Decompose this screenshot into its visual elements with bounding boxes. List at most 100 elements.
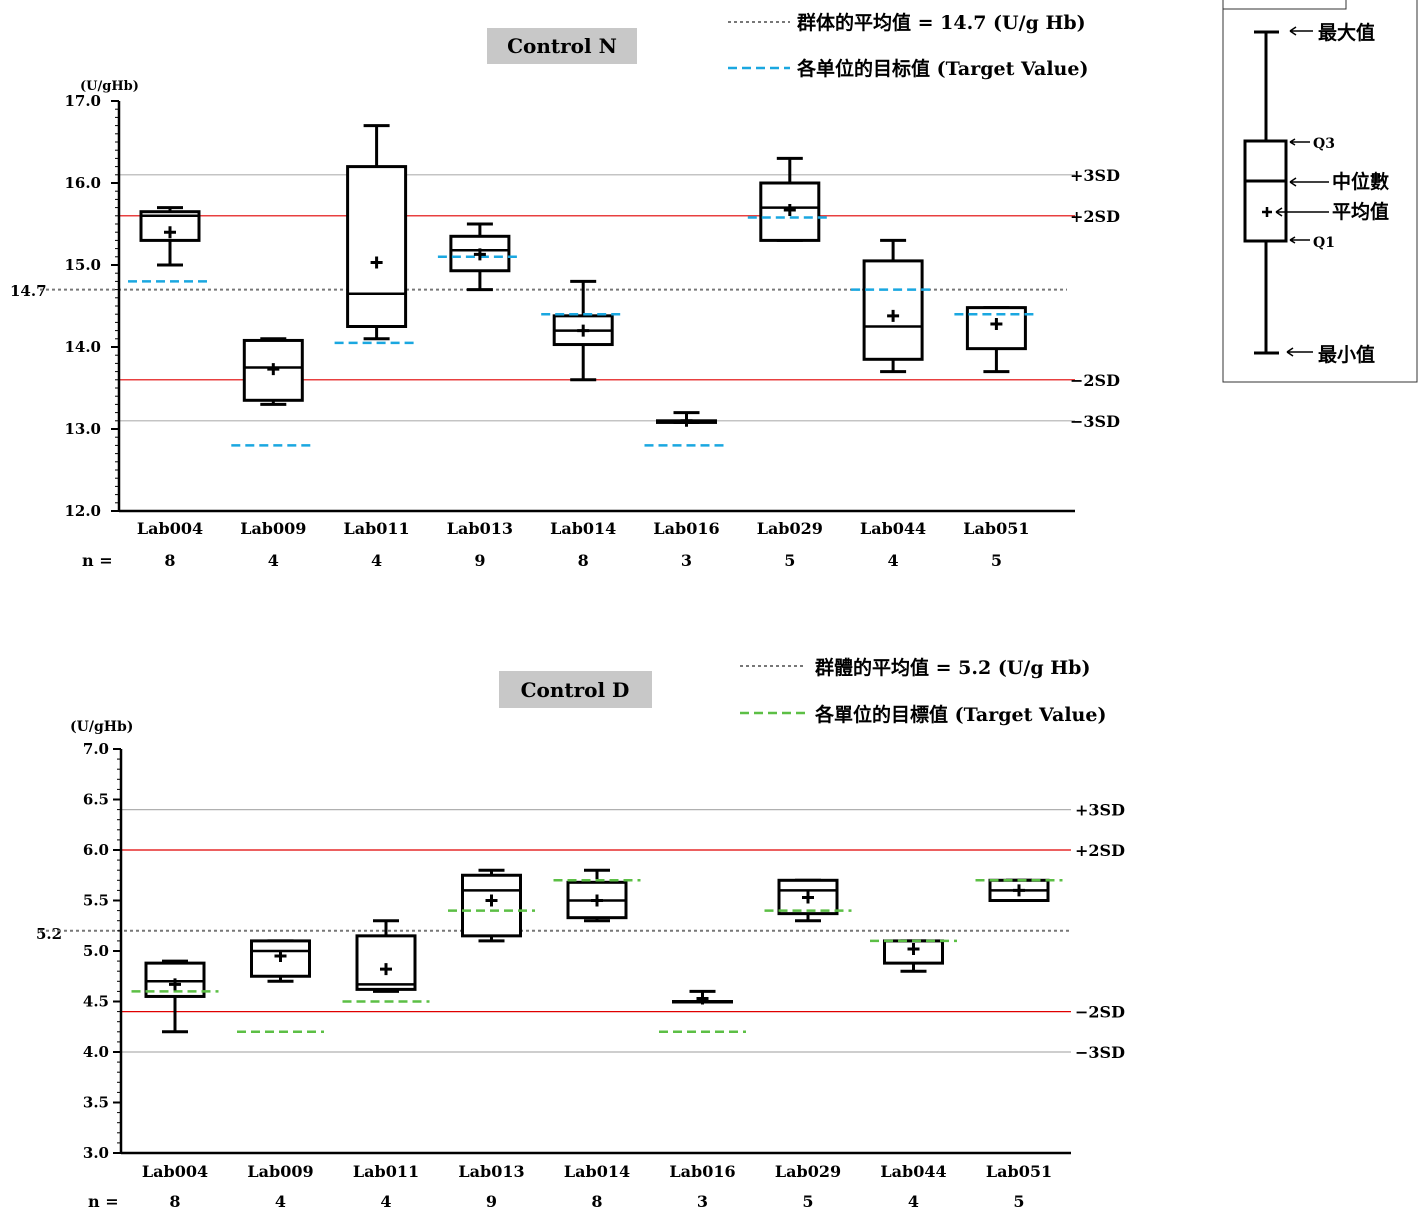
mean-marker bbox=[887, 309, 900, 322]
chart-n-box-Lab011 bbox=[334, 124, 419, 345]
chart-d-y-tick-label-1: 3.5 bbox=[83, 1094, 109, 1112]
iqr-box bbox=[346, 165, 408, 328]
chart-d-box-Lab016 bbox=[659, 989, 746, 1034]
chart-n-x-label-1: Lab009 bbox=[240, 519, 306, 538]
chart-d-n-value-3: 9 bbox=[486, 1192, 497, 1209]
chart-d-title: Control D bbox=[521, 678, 630, 702]
chart-d-box-Lab029 bbox=[764, 878, 852, 923]
chart-d-n-value-5: 3 bbox=[697, 1192, 708, 1209]
chart-n-legend-mean-label: 群体的平均值 = 14.7 (U/g Hb) bbox=[796, 11, 1086, 34]
iqr-box bbox=[355, 934, 417, 991]
chart-n: Control N (U/gHb) 群体的平均值 = 14.7 (U/g Hb)… bbox=[10, 11, 1120, 570]
chart-d-x-label-3: Lab013 bbox=[458, 1162, 524, 1181]
mean-marker bbox=[274, 950, 287, 963]
chart-d-box-Lab044 bbox=[870, 939, 957, 973]
chart-d-x-label-0: Lab004 bbox=[142, 1162, 208, 1181]
chart-d-n-value-7: 4 bbox=[908, 1192, 919, 1209]
mean-marker bbox=[169, 978, 181, 991]
chart-n-n-value-1: 4 bbox=[268, 551, 279, 570]
chart-n-y-tick-label-5: 17.0 bbox=[64, 92, 101, 110]
chart-d-x-label-5: Lab016 bbox=[669, 1162, 735, 1181]
chart-n-y-tick-label-0: 12.0 bbox=[64, 502, 101, 520]
chart-d-x-label-7: Lab044 bbox=[880, 1162, 946, 1181]
chart-d-mean-value-label: 5.2 bbox=[36, 925, 62, 943]
chart-n-ref-label-1: +2SD bbox=[1070, 207, 1120, 226]
box-key-min-label: 最小值 bbox=[1318, 343, 1375, 366]
mean-marker bbox=[164, 226, 176, 239]
mean-marker bbox=[696, 992, 709, 1005]
chart-d: Control D (U/gHb) 群體的平均值 = 5.2 (U/g Hb) … bbox=[36, 656, 1125, 1209]
chart-n-box-Lab044 bbox=[851, 238, 936, 374]
chart-n-x-label-0: Lab004 bbox=[137, 519, 203, 538]
box-key-median-label: 中位數 bbox=[1332, 170, 1389, 193]
chart-n-x-label-5: Lab016 bbox=[653, 519, 719, 538]
chart-d-n-value-1: 4 bbox=[275, 1192, 286, 1209]
chart-d-legend-mean-label: 群體的平均值 = 5.2 (U/g Hb) bbox=[814, 656, 1090, 679]
mean-marker bbox=[680, 414, 693, 427]
chart-d-y-tick-label-3: 4.5 bbox=[83, 993, 109, 1011]
chart-d-n-value-8: 5 bbox=[1013, 1192, 1024, 1209]
mean-marker bbox=[370, 256, 383, 269]
chart-n-plot: +3SD +2SD −2SD −3SD 12.0 13.0 14.0 15.0 16.0 17.0… bbox=[40, 92, 1120, 570]
mean-marker bbox=[267, 363, 280, 376]
chart-n-n-value-4: 8 bbox=[578, 551, 589, 570]
chart-d-n-label: n = bbox=[88, 1192, 119, 1209]
box-key-tab bbox=[1222, 0, 1347, 10]
chart-n-n-value-0: 8 bbox=[164, 551, 175, 570]
box-plot-key: 最大值 Q3 中位數 平均值 Q1 最小值 bbox=[1222, 0, 1418, 383]
chart-d-x-label-4: Lab014 bbox=[564, 1162, 630, 1181]
chart-d-n-value-0: 8 bbox=[169, 1192, 180, 1209]
mean-marker bbox=[485, 894, 498, 907]
chart-n-unit-label: (U/gHb) bbox=[80, 79, 139, 94]
chart-d-n-value-6: 5 bbox=[802, 1192, 813, 1209]
box-key-q3-arrow bbox=[1289, 138, 1310, 146]
mean-marker bbox=[1013, 884, 1025, 897]
chart-d-y-tick-label-8: 7.0 bbox=[83, 740, 109, 758]
chart-n-y-tick-label-3: 15.0 bbox=[64, 256, 101, 274]
chart-n-n-value-5: 3 bbox=[681, 551, 692, 570]
chart-n-title: Control N bbox=[507, 34, 617, 58]
mean-marker bbox=[907, 942, 920, 955]
chart-d-n-value-4: 8 bbox=[591, 1192, 602, 1209]
iqr-box bbox=[242, 338, 304, 402]
mean-marker bbox=[473, 248, 486, 261]
box-key-mean-arrow bbox=[1275, 207, 1329, 217]
chart-n-ref-label-2: −2SD bbox=[1070, 371, 1120, 390]
chart-n-y-tick-label-2: 14.0 bbox=[64, 338, 101, 356]
chart-d-legend-target-label: 各單位的目標值 (Target Value) bbox=[814, 703, 1106, 726]
chart-n-mean-value-label: 14.7 bbox=[10, 282, 47, 300]
chart-n-n-value-2: 4 bbox=[371, 551, 382, 570]
chart-d-box-Lab014 bbox=[553, 868, 641, 923]
mean-marker bbox=[783, 204, 796, 217]
box-key-median-arrow bbox=[1289, 177, 1329, 187]
mean-marker bbox=[990, 318, 1003, 331]
chart-d-x-label-6: Lab029 bbox=[775, 1162, 841, 1181]
chart-n-x-label-6: Lab029 bbox=[757, 519, 823, 538]
chart-d-ref-label-2: −2SD bbox=[1075, 1003, 1125, 1022]
box-key-mean-marker bbox=[1262, 207, 1272, 217]
box-key-min-arrow bbox=[1286, 347, 1313, 357]
box-key-max-arrow bbox=[1289, 26, 1313, 36]
chart-n-n-value-3: 9 bbox=[474, 551, 485, 570]
chart-n-x-label-4: Lab014 bbox=[550, 519, 616, 538]
chart-d-unit-label: (U/gHb) bbox=[70, 719, 133, 735]
mean-marker bbox=[591, 894, 603, 907]
chart-d-box-Lab013 bbox=[448, 868, 535, 943]
mean-marker bbox=[577, 324, 590, 337]
box-key-q3-label: Q3 bbox=[1313, 136, 1335, 152]
chart-n-x-label-8: Lab051 bbox=[963, 519, 1029, 538]
chart-d-ref-label-1: +2SD bbox=[1075, 841, 1125, 860]
chart-n-legend-target-label: 各单位的目标值 (Target Value) bbox=[796, 57, 1088, 80]
chart-d-box-Lab009 bbox=[237, 939, 324, 1034]
chart-d-box-Lab051 bbox=[975, 878, 1063, 902]
chart-d-y-tick-label-6: 6.0 bbox=[83, 841, 109, 859]
chart-n-box-Lab009 bbox=[231, 337, 316, 447]
chart-n-x-label-2: Lab011 bbox=[343, 519, 409, 538]
chart-n-ref-label-3: −3SD bbox=[1070, 412, 1120, 431]
chart-d-y-tick-label-5: 5.5 bbox=[83, 892, 109, 910]
chart-d-box-Lab011 bbox=[342, 919, 430, 1003]
chart-d-n-value-2: 4 bbox=[380, 1192, 391, 1209]
chart-d-y-tick-label-2: 4.0 bbox=[83, 1043, 109, 1061]
box-key-max-label: 最大值 bbox=[1318, 21, 1375, 44]
